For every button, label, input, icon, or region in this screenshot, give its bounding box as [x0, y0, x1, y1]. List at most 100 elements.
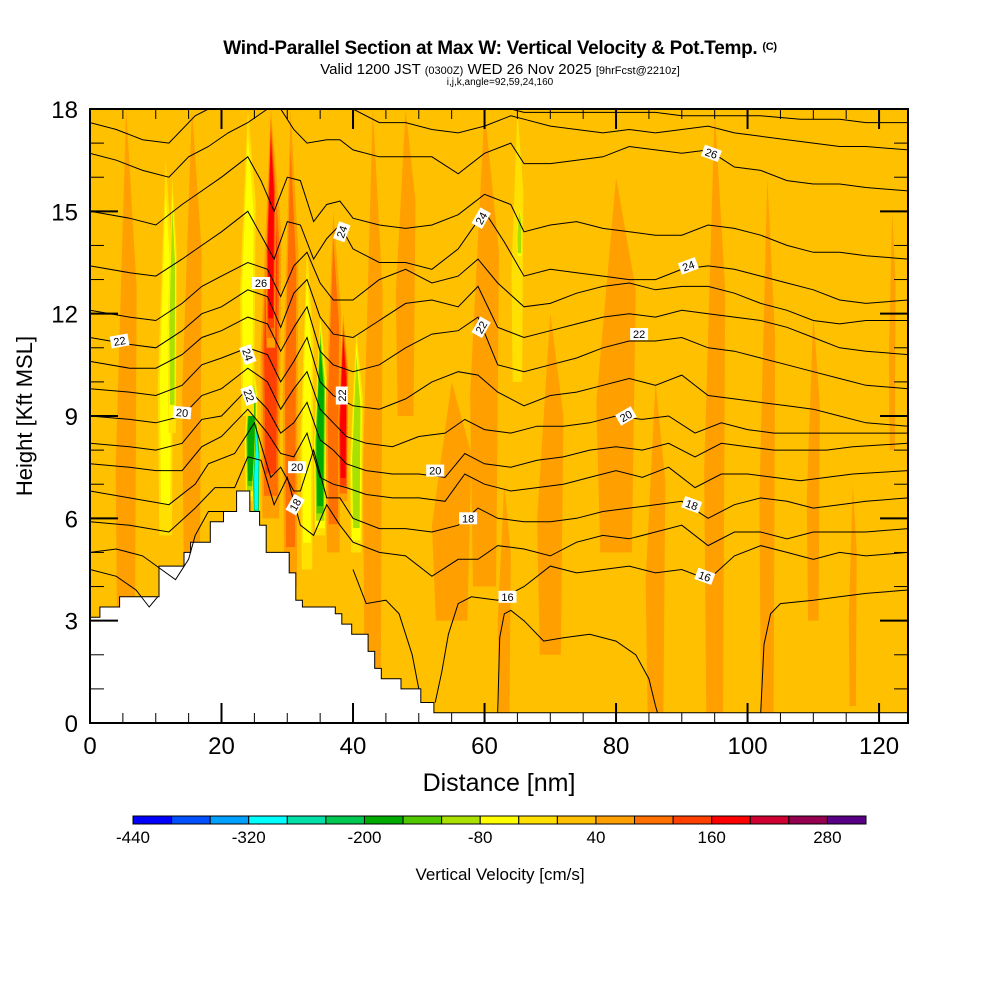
valid-date: WED 26 Nov 2025 — [467, 61, 592, 78]
contour-label: 18 — [285, 493, 305, 516]
contour-label: 26 — [700, 144, 722, 163]
x-tick-label: 0 — [83, 733, 96, 760]
colorbar-tick-label: 280 — [813, 828, 841, 847]
contour-line-25 — [90, 156, 908, 260]
velocity-band — [517, 210, 522, 254]
y-tick-label: 9 — [65, 404, 78, 431]
x-tick-label: 120 — [859, 733, 899, 760]
contour-label-text: 20 — [175, 407, 188, 420]
contour-label: 22 — [335, 386, 349, 405]
chart-subtitle: Valid 1200 JST (0300Z) WED 26 Nov 2025 [… — [0, 61, 1000, 78]
valid-time-local: Valid 1200 JST — [320, 61, 421, 78]
contour-label-text: 20 — [291, 462, 303, 474]
contour-line-17-7 — [497, 609, 658, 713]
colorbar-swatch — [826, 815, 867, 825]
y-tick-label: 12 — [51, 302, 78, 329]
contour-label-bg — [252, 277, 270, 289]
colorbar-swatch — [132, 815, 173, 825]
x-axis-label: Distance [nm] — [423, 769, 576, 797]
velocity-band — [888, 211, 896, 451]
contour-label: 26 — [252, 277, 270, 290]
y-tick-label: 0 — [65, 711, 78, 738]
contour-line-17 — [90, 511, 224, 581]
contour-label: 16 — [694, 567, 716, 586]
velocity-band — [352, 355, 361, 529]
colorbar-swatch — [518, 815, 558, 825]
x-tick-label: 100 — [728, 733, 768, 760]
velocity-band — [182, 109, 202, 587]
y-tick-label: 18 — [51, 97, 78, 124]
velocity-band — [340, 336, 347, 479]
contour-label-bg — [239, 344, 257, 366]
contour-line-24 — [90, 210, 908, 304]
contour-label-bg — [240, 384, 258, 407]
contour-label-bg — [700, 144, 722, 163]
contour-line-19 — [90, 421, 908, 533]
contour-label-text: 24 — [474, 210, 491, 227]
contour-label-bg — [677, 257, 699, 275]
axes: 0 20 40 60 80 100 120 0 3 6 9 12 15 18 — [51, 97, 909, 760]
contour-label: 18 — [459, 512, 478, 525]
colorbar-swatch — [209, 815, 250, 825]
contour-line-26 — [280, 109, 908, 192]
velocity-band — [537, 313, 564, 655]
y-axis-label: Height [Kft MSL] — [12, 336, 37, 496]
contour-label-text: 16 — [501, 592, 513, 604]
contour-line-25-5 — [90, 109, 268, 178]
colorbar-swatch — [402, 815, 443, 825]
colorbar-label: Vertical Velocity [cm/s] — [415, 865, 584, 884]
contour-label-text: 22 — [633, 329, 645, 341]
contour-line-22 — [90, 305, 908, 390]
colorbar-swatch — [749, 815, 790, 825]
contour-label: 22 — [240, 384, 258, 407]
contour-label-bg — [681, 495, 703, 514]
velocity-band — [806, 313, 820, 621]
colorbar-swatch — [286, 815, 327, 825]
x-tick-label: 80 — [603, 733, 630, 760]
contour-label-bg — [694, 567, 716, 586]
contour-label-bg — [426, 464, 445, 477]
contour-label-bg — [459, 512, 478, 525]
colorbar-tick-label: -80 — [468, 828, 493, 847]
contour-label: 20 — [288, 461, 307, 474]
contour-line-27 — [352, 109, 908, 151]
contour-line-21-5 — [90, 336, 908, 427]
contour-label: 22 — [630, 328, 649, 341]
contour-line-16-5 — [90, 569, 159, 608]
colorbar-tick-label: 40 — [586, 828, 605, 847]
colorbar-swatch — [441, 815, 481, 825]
contour-label: 20 — [426, 464, 445, 478]
colorbar-swatch — [479, 815, 520, 825]
contour-label: 24 — [333, 221, 351, 243]
velocity-band — [759, 177, 776, 713]
contour-label: 24 — [677, 257, 699, 275]
contour-label-text: 20 — [618, 409, 635, 426]
contour-label-text: 18 — [288, 497, 305, 514]
contour-label: 22 — [109, 333, 130, 349]
colorbar-tick-label: -320 — [232, 828, 266, 847]
contour-label-bg — [335, 386, 348, 405]
contour-label-bg — [333, 221, 351, 243]
colorbar-swatch — [788, 815, 828, 825]
contour-label-bg — [471, 316, 491, 339]
contour-line-26-5 — [90, 109, 209, 144]
contour-label-bg — [109, 333, 130, 349]
contour-label-bg — [630, 328, 649, 341]
velocity-band — [645, 381, 666, 713]
contour-label: 22 — [471, 316, 491, 339]
contour-label: 24 — [239, 344, 257, 366]
velocity-band — [470, 109, 499, 587]
contour-label-text: 22 — [113, 335, 127, 349]
velocity-band — [284, 148, 297, 548]
velocity-band — [115, 109, 137, 706]
y-tick-label: 15 — [51, 199, 78, 226]
contour-label-text: 24 — [239, 347, 254, 363]
contour-label: 18 — [681, 495, 703, 514]
colorbar-swatch — [634, 815, 674, 825]
contour-line-20 — [90, 408, 908, 502]
chart-title-text: Wind-Parallel Section at Max W: Vertical… — [223, 38, 758, 59]
contour-label-text: 18 — [462, 513, 474, 525]
contour-label-text: 24 — [681, 259, 697, 274]
contour-line-17-2 — [760, 589, 908, 713]
contour-label-text: 16 — [697, 570, 713, 585]
